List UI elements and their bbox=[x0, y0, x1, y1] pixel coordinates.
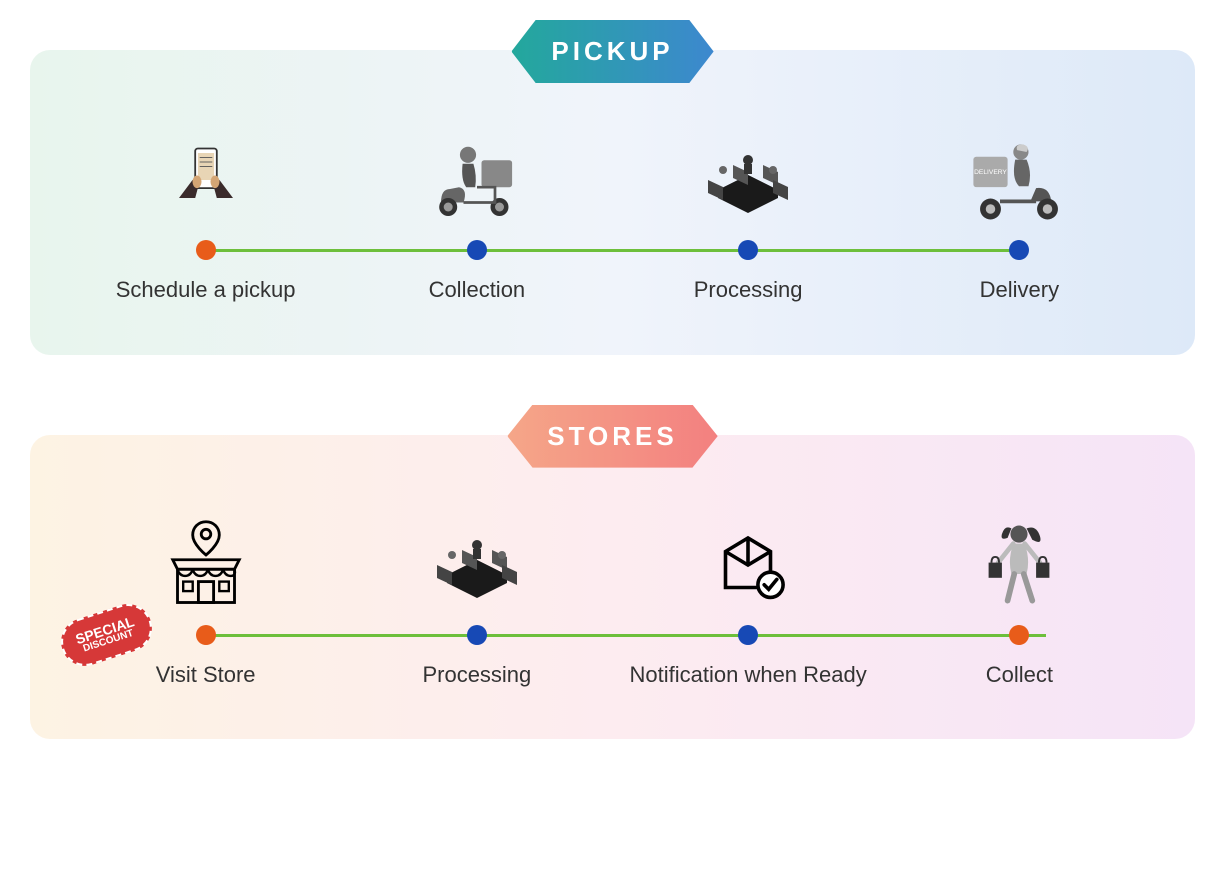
pickup-dot-4 bbox=[1009, 240, 1029, 260]
pickup-badge: PICKUP bbox=[511, 20, 713, 83]
stores-dot-4 bbox=[1009, 625, 1029, 645]
stores-dot-3 bbox=[738, 625, 758, 645]
pickup-timeline: Schedule a pickup Collection bbox=[70, 130, 1155, 305]
stores-section: STORES SPECIAL DISCOUNT bbox=[30, 435, 1195, 740]
pickup-step-delivery: DELIVERY Delivery bbox=[884, 130, 1155, 305]
stores-label-1: Visit Store bbox=[156, 661, 256, 690]
pickup-step-schedule: Schedule a pickup bbox=[70, 130, 341, 305]
pickup-dot-1 bbox=[196, 240, 216, 260]
stores-label-4: Collect bbox=[986, 661, 1053, 690]
stores-step-collect: Collect bbox=[884, 515, 1155, 690]
person-bags-icon bbox=[969, 515, 1069, 615]
pickup-label-4: Delivery bbox=[980, 276, 1059, 305]
delivery-scooter-icon: DELIVERY bbox=[959, 130, 1079, 230]
stores-dot-1 bbox=[196, 625, 216, 645]
pickup-step-processing: Processing bbox=[613, 130, 884, 305]
stores-dot-2 bbox=[467, 625, 487, 645]
stores-label-3: Notification when Ready bbox=[630, 661, 867, 690]
scooter-box-icon bbox=[422, 130, 532, 230]
pickup-section: PICKUP Schedule a pickup bbox=[30, 50, 1195, 355]
pickup-dot-3 bbox=[738, 240, 758, 260]
isometric-process-icon bbox=[688, 130, 808, 230]
stores-step-notification: Notification when Ready bbox=[613, 515, 884, 690]
pickup-dot-2 bbox=[467, 240, 487, 260]
stores-timeline: SPECIAL DISCOUNT Visit Store bbox=[70, 515, 1155, 690]
stores-step-processing: Processing bbox=[341, 515, 612, 690]
pickup-step-collection: Collection bbox=[341, 130, 612, 305]
stores-step-visit: SPECIAL DISCOUNT Visit Store bbox=[70, 515, 341, 690]
store-pin-icon bbox=[156, 515, 256, 615]
package-check-icon bbox=[698, 515, 798, 615]
phone-hands-icon bbox=[161, 130, 251, 230]
isometric-process-icon-2 bbox=[417, 515, 537, 615]
svg-text:DELIVERY: DELIVERY bbox=[975, 168, 1008, 175]
special-discount-badge: SPECIAL DISCOUNT bbox=[55, 598, 158, 672]
pickup-label-2: Collection bbox=[429, 276, 526, 305]
stores-label-2: Processing bbox=[422, 661, 531, 690]
stores-badge: STORES bbox=[507, 405, 717, 468]
pickup-label-1: Schedule a pickup bbox=[116, 276, 296, 305]
pickup-label-3: Processing bbox=[694, 276, 803, 305]
